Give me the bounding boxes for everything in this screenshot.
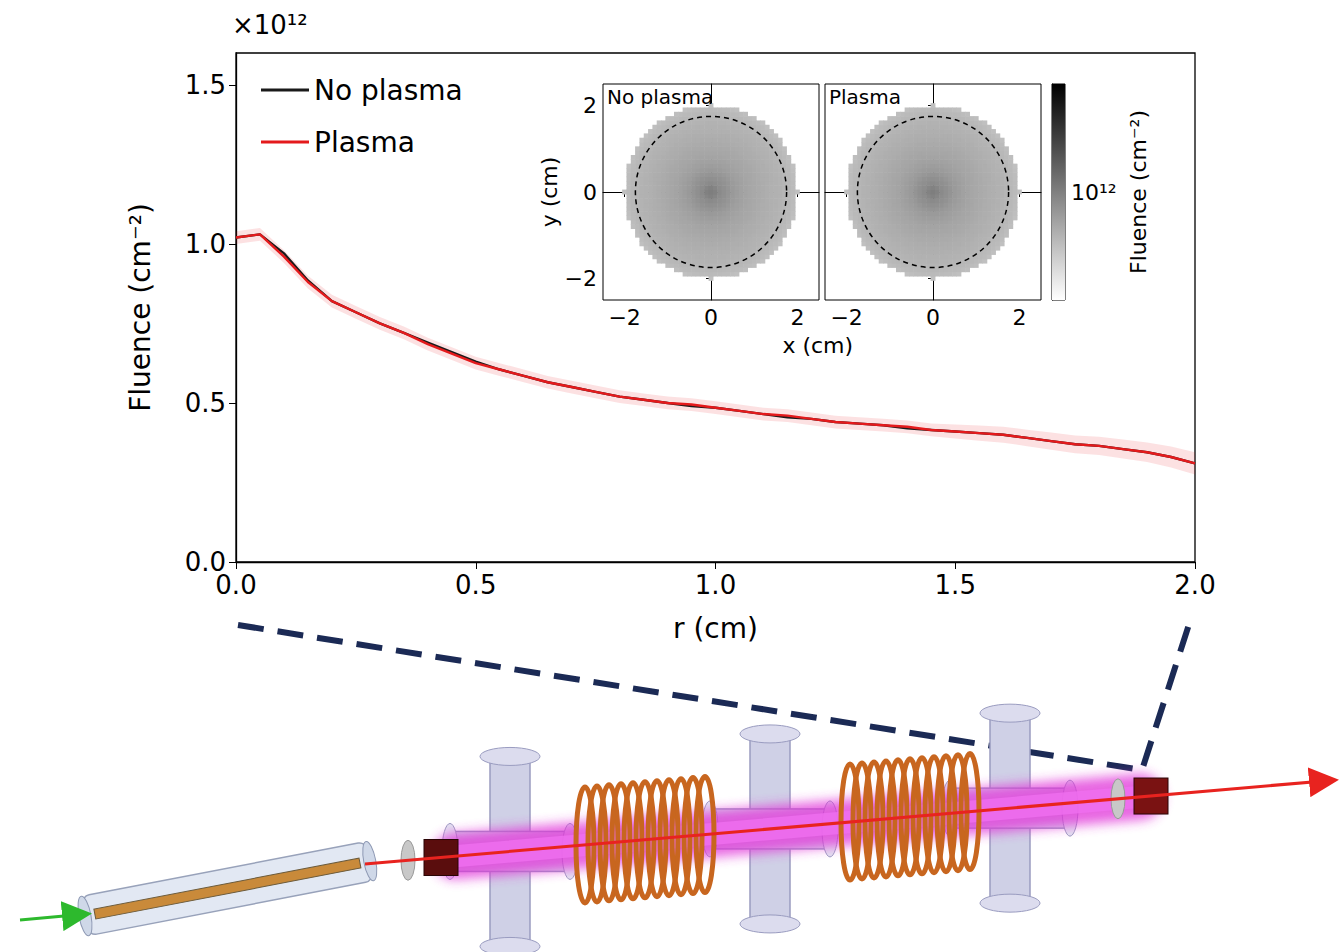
svg-text:10¹²: 10¹² [1071, 180, 1117, 205]
svg-text:2.0: 2.0 [1174, 570, 1215, 600]
svg-text:Fluence (cm⁻²): Fluence (cm⁻²) [1126, 110, 1151, 274]
svg-text:Plasma: Plasma [829, 85, 901, 109]
svg-text:Fluence (cm⁻²): Fluence (cm⁻²) [124, 203, 157, 412]
svg-text:Plasma: Plasma [314, 126, 415, 159]
svg-text:No plasma: No plasma [607, 85, 713, 109]
svg-text:1.5: 1.5 [935, 570, 976, 600]
svg-text:1.0: 1.0 [185, 229, 226, 259]
svg-text:2: 2 [790, 305, 804, 330]
svg-text:1.5: 1.5 [185, 70, 226, 100]
svg-text:0: 0 [583, 180, 597, 205]
svg-text:−2: −2 [830, 305, 862, 330]
svg-text:x (cm): x (cm) [782, 333, 853, 358]
svg-text:×10¹²: ×10¹² [232, 10, 308, 40]
svg-text:2: 2 [583, 93, 597, 118]
svg-text:r (cm): r (cm) [673, 612, 758, 645]
svg-text:0.5: 0.5 [455, 570, 496, 600]
svg-text:0.0: 0.0 [215, 570, 256, 600]
svg-text:y (cm): y (cm) [537, 157, 562, 228]
svg-text:0: 0 [704, 305, 718, 330]
svg-text:−2: −2 [608, 305, 640, 330]
svg-text:0.5: 0.5 [185, 388, 226, 418]
svg-text:0: 0 [926, 305, 940, 330]
svg-text:No plasma: No plasma [314, 74, 463, 107]
svg-text:1.0: 1.0 [695, 570, 736, 600]
svg-text:2: 2 [1012, 305, 1026, 330]
svg-text:−2: −2 [565, 266, 597, 291]
svg-text:0.0: 0.0 [184, 547, 226, 577]
